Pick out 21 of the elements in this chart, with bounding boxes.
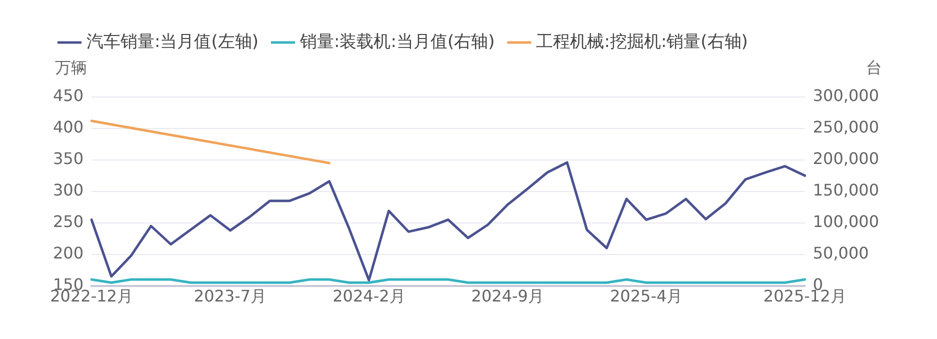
legend-label: 工程机械:挖掘机:销量(右轴) [536, 32, 748, 52]
x-tick-label: 2025-4月 [610, 286, 683, 306]
y-tick-label: 250 [52, 212, 84, 232]
y2-tick-label: 200,000 [812, 149, 880, 168]
y2-tick-label: 50,000 [812, 243, 869, 262]
x-tick-label: 2024-2月 [332, 286, 406, 306]
y-tick-label: 300 [52, 180, 84, 200]
y-axis-title: 万辆 [55, 58, 87, 77]
x-tick-label: 2023-7月 [194, 286, 267, 306]
y-tick-label: 450 [52, 86, 84, 106]
y2-axis-title: 台 [866, 58, 882, 77]
y2-tick-label: 100,000 [812, 212, 880, 232]
y-tick-label: 200 [52, 243, 84, 262]
y-tick-label: 400 [52, 118, 84, 137]
x-tick-label: 2024-9月 [471, 286, 544, 306]
y2-tick-label: 250,000 [812, 118, 880, 137]
y2-tick-label: 300,000 [812, 86, 880, 106]
y2-tick-label: 150,000 [812, 180, 880, 200]
legend-label: 汽车销量:当月值(左轴) [86, 32, 258, 52]
y-tick-label: 350 [52, 149, 84, 168]
legend-label: 销量:装载机:当月值(右轴) [298, 32, 495, 52]
